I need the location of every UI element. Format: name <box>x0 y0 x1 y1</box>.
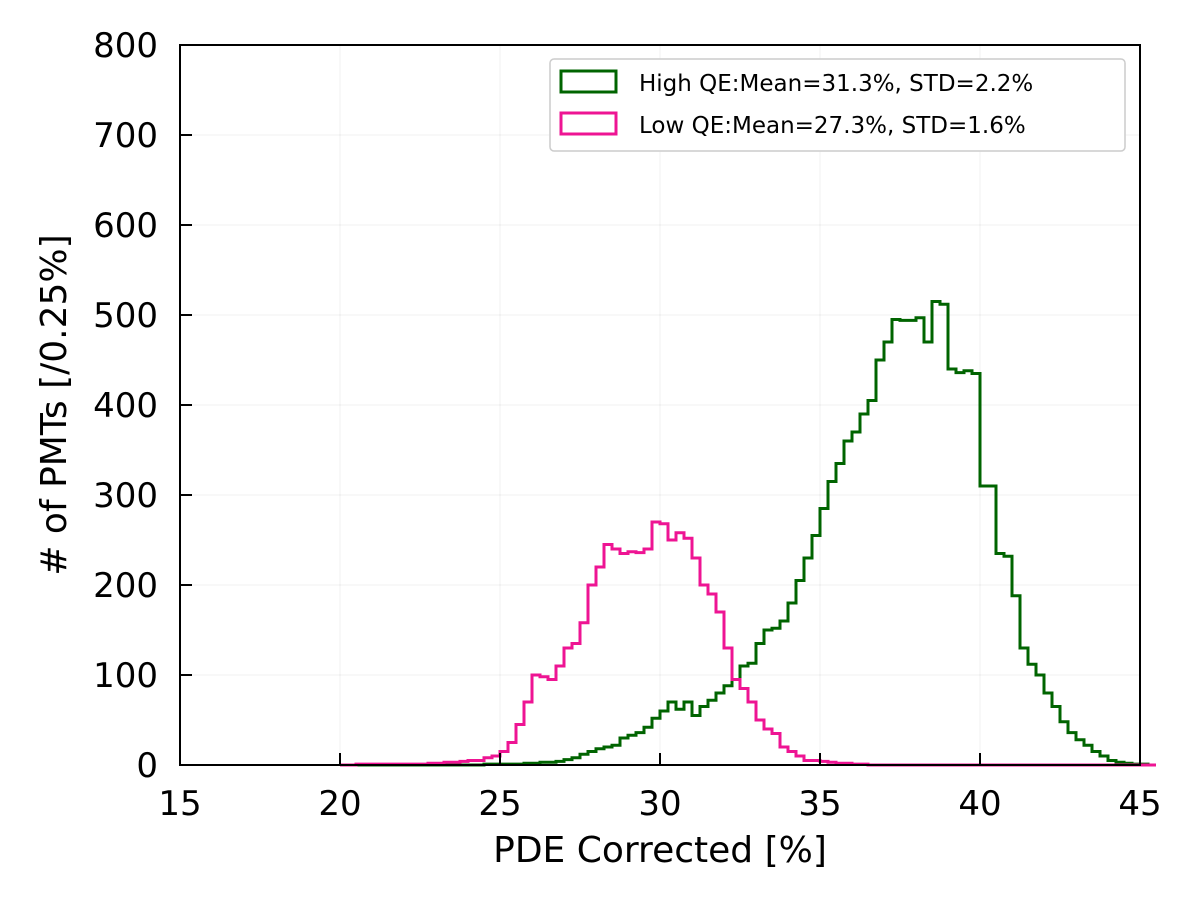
x-tick-label: 20 <box>318 784 361 824</box>
x-tick-label: 40 <box>958 784 1001 824</box>
x-tick-label: 45 <box>1118 784 1161 824</box>
y-tick-label: 300 <box>93 476 158 516</box>
legend: High QE:Mean=31.3%, STD=2.2% Low QE:Mean… <box>549 58 1126 152</box>
y-tick-label: 800 <box>93 26 158 66</box>
y-tick-label: 400 <box>93 386 158 426</box>
x-tick-label: 25 <box>478 784 521 824</box>
y-tick-label: 0 <box>136 746 158 786</box>
y-tick-label: 700 <box>93 116 158 156</box>
legend-frame <box>549 58 1126 152</box>
y-tick-label: 200 <box>93 566 158 606</box>
x-tick-label: 35 <box>798 784 841 824</box>
series-low-qe-histogram <box>340 520 1156 767</box>
y-tick-label: 600 <box>93 206 158 246</box>
grid-lines <box>179 44 1141 766</box>
y-tick-label: 500 <box>93 296 158 336</box>
series-group <box>340 300 1156 767</box>
x-tick-label: 15 <box>158 784 201 824</box>
legend-swatch-low-qe <box>559 111 618 136</box>
y-tick-label: 100 <box>93 656 158 696</box>
x-tick-label: 30 <box>638 784 681 824</box>
legend-label-high-qe: High QE:Mean=31.3%, STD=2.2% <box>639 71 1033 97</box>
legend-swatch-high-qe <box>559 69 618 94</box>
x-axis-label: PDE Corrected [%] <box>493 830 827 871</box>
axis-ticks: 15 20 25 30 35 40 45 0 100 200 300 400 500 600 700 800 <box>93 26 1162 824</box>
y-axis-label: # of PMTs [/0.25%] <box>34 234 75 575</box>
legend-label-low-qe: Low QE:Mean=27.3%, STD=1.6% <box>639 113 1026 139</box>
series-high-qe-histogram <box>340 300 1156 767</box>
